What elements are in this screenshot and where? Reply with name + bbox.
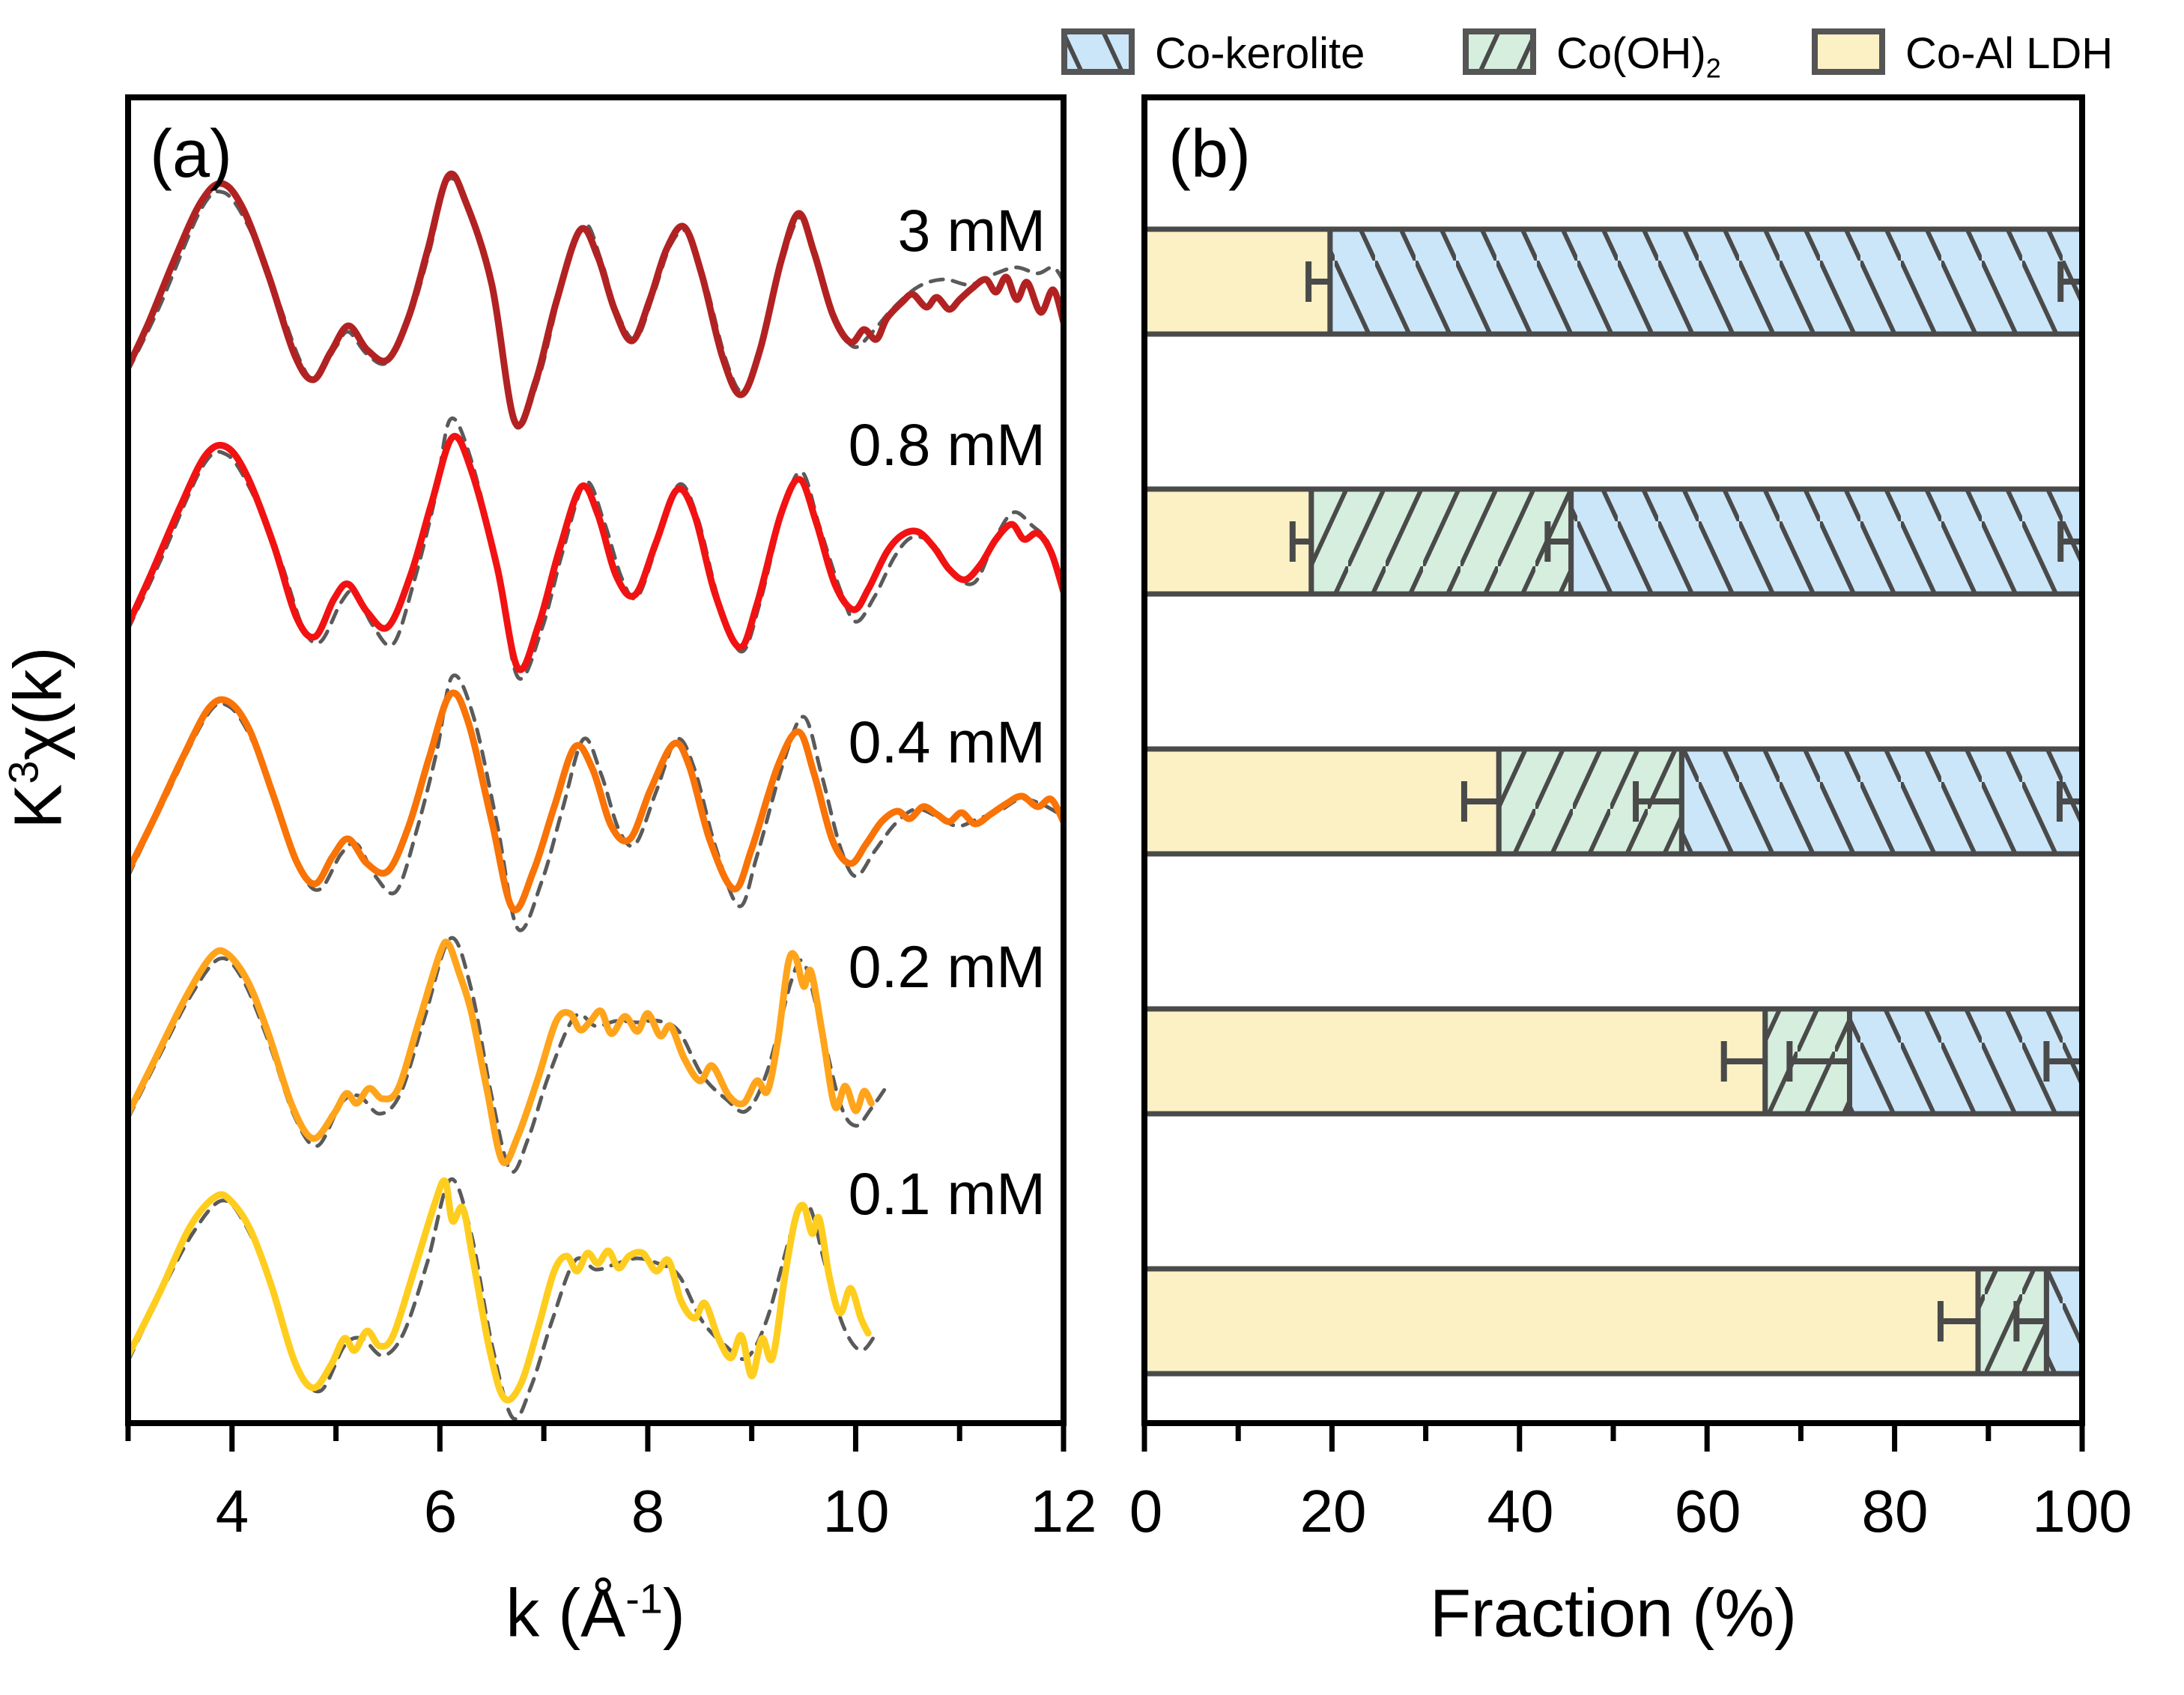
bar-segment-Co-AlLDH-0.8mM [1144, 489, 1311, 594]
legend-label-co-kerolite: Co-kerolite [1155, 29, 1365, 78]
fit-curve-0.8mM [128, 416, 1064, 681]
bar-segment-hatch [1849, 1009, 2082, 1114]
x-tick-label-a: 10 [822, 1478, 890, 1544]
legend-swatch-co-al-ldh-icon [1812, 28, 1885, 75]
fit-curve-0.1mM [128, 1177, 879, 1422]
legend-swatch-co-kerolite-icon [1061, 28, 1135, 75]
bar-segment-Co-AlLDH-3mM [1144, 229, 1330, 334]
x-tick-label-b: 20 [1299, 1478, 1367, 1544]
x-tick-label-a: 12 [1030, 1478, 1097, 1544]
panel-a-spines [125, 94, 1067, 1426]
legend-swatch-co-oh2-icon [1463, 28, 1536, 75]
data-curve-0.4mM [128, 689, 1064, 914]
data-curve-3mM [128, 170, 1064, 429]
exafs-panel-graphics [125, 94, 1067, 1452]
legend-label-co-oh2: Co(OH)2 [1556, 29, 1721, 84]
data-curve-0.8mM [128, 433, 1064, 673]
x-tick-label-a: 4 [215, 1478, 249, 1544]
x-tick-label-b: 0 [1129, 1478, 1163, 1544]
panel-a-letter: (a) [150, 117, 232, 192]
x-tick-label-b: 40 [1487, 1478, 1554, 1544]
panel-a-y-axis-title: K3χ(k) [0, 646, 76, 829]
bar-segment-hatch [1329, 229, 2082, 334]
bar-segment-hatch [1571, 489, 2082, 594]
panel-a-x-axis-title: k (Å-1) [506, 1574, 685, 1652]
x-tick-label-a: 8 [631, 1478, 665, 1544]
x-tick-label-b: 100 [2032, 1478, 2132, 1544]
bar-segment-Co-AlLDH-0.4mM [1144, 749, 1499, 854]
fraction-panel-graphics [1141, 94, 2085, 1452]
x-tick-label-b: 60 [1674, 1478, 1741, 1544]
curve-label-0.8mM: 0.8 mM [848, 411, 1046, 478]
curve-label-0.1mM: 0.1 mM [848, 1160, 1046, 1227]
bar-segment-hatch [1681, 749, 2082, 854]
legend-label-co-al-ldh: Co-Al LDH [1905, 29, 2114, 78]
curve-label-3mM: 3 mM [897, 197, 1046, 264]
bar-segment-Co-AlLDH-0.1mM [1144, 1269, 1979, 1374]
panel-b-x-axis-title: Fraction (%) [1429, 1576, 1798, 1652]
curve-label-0.2mM: 0.2 mM [848, 933, 1046, 1000]
fraction-bars [1144, 226, 2082, 1377]
fit-curve-0.4mM [128, 673, 1064, 933]
x-tick-label-a: 6 [423, 1478, 458, 1544]
data-curve-0.2mM [128, 939, 875, 1166]
panel-b-letter: (b) [1168, 117, 1251, 192]
curve-label-0.4mM: 0.4 mM [848, 709, 1046, 775]
bar-segment-Co-AlLDH-0.2mM [1144, 1009, 1765, 1114]
exafs-curves [128, 170, 1064, 1422]
data-curve-0.1mM [128, 1177, 872, 1404]
bar-segment-hatch [2046, 1269, 2082, 1374]
x-tick-label-b: 80 [1861, 1478, 1929, 1544]
bar-segment-hatch [1311, 489, 1571, 594]
